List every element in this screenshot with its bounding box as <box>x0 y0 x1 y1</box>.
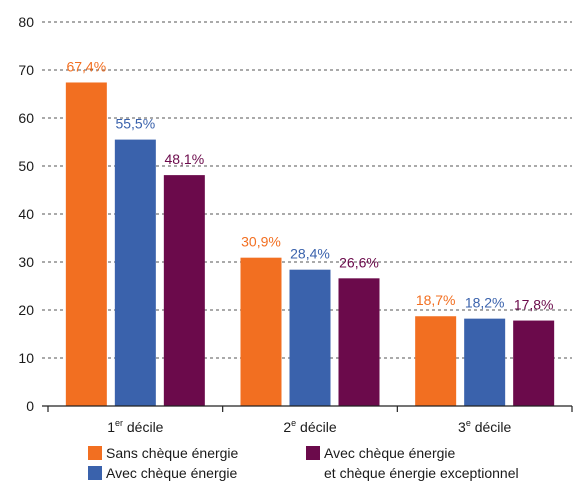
bar <box>513 320 555 406</box>
y-tick-label: 70 <box>18 62 34 78</box>
data-label: 18,7% <box>416 292 456 308</box>
bar <box>415 316 457 406</box>
bar <box>464 318 506 406</box>
data-label: 48,1% <box>164 151 204 167</box>
data-label: 67,4% <box>66 58 106 74</box>
bars: 67,4% 55,5% 48,1% 30,9% 28,4% 26,6% 18,7% 18,2%… <box>65 58 555 406</box>
bar <box>240 257 282 406</box>
y-tick-label: 50 <box>18 158 34 174</box>
bar <box>163 175 205 406</box>
legend: Sans chèque énergie Avec chèque énergie Av… <box>88 445 519 481</box>
bar <box>338 278 380 406</box>
data-label: 17,8% <box>514 297 554 313</box>
legend-label: Sans chèque énergie <box>106 445 239 461</box>
data-label: 55,5% <box>115 116 155 132</box>
bar <box>114 139 156 406</box>
legend-label: Avec chèque énergie <box>106 465 237 481</box>
legend-swatch <box>88 446 102 460</box>
legend-label: Avec chèque énergie <box>324 445 455 461</box>
y-tick-label: 40 <box>18 206 34 222</box>
y-tick-label: 80 <box>18 14 34 30</box>
x-axis: 1er décile 2e décile 3e décile <box>42 405 573 435</box>
y-tick-label: 30 <box>18 254 34 270</box>
data-label: 18,2% <box>465 295 505 311</box>
y-axis: 0 10 20 30 40 50 60 70 80 <box>18 14 34 414</box>
y-tick-label: 60 <box>18 110 34 126</box>
data-label: 26,6% <box>339 254 379 270</box>
legend-swatch <box>306 446 320 460</box>
legend-label: et chèque énergie exceptionnel <box>324 465 519 481</box>
y-tick-label: 0 <box>26 398 34 414</box>
y-tick-label: 20 <box>18 302 34 318</box>
legend-swatch <box>88 466 102 480</box>
x-tick-label: 3e décile <box>458 418 511 435</box>
x-tick-label: 2e décile <box>283 418 336 435</box>
bar <box>65 82 107 406</box>
data-label: 30,9% <box>241 234 281 250</box>
y-tick-label: 10 <box>18 350 34 366</box>
x-tick-label: 1er décile <box>107 418 163 435</box>
bar <box>289 269 331 406</box>
data-label: 28,4% <box>290 246 330 262</box>
